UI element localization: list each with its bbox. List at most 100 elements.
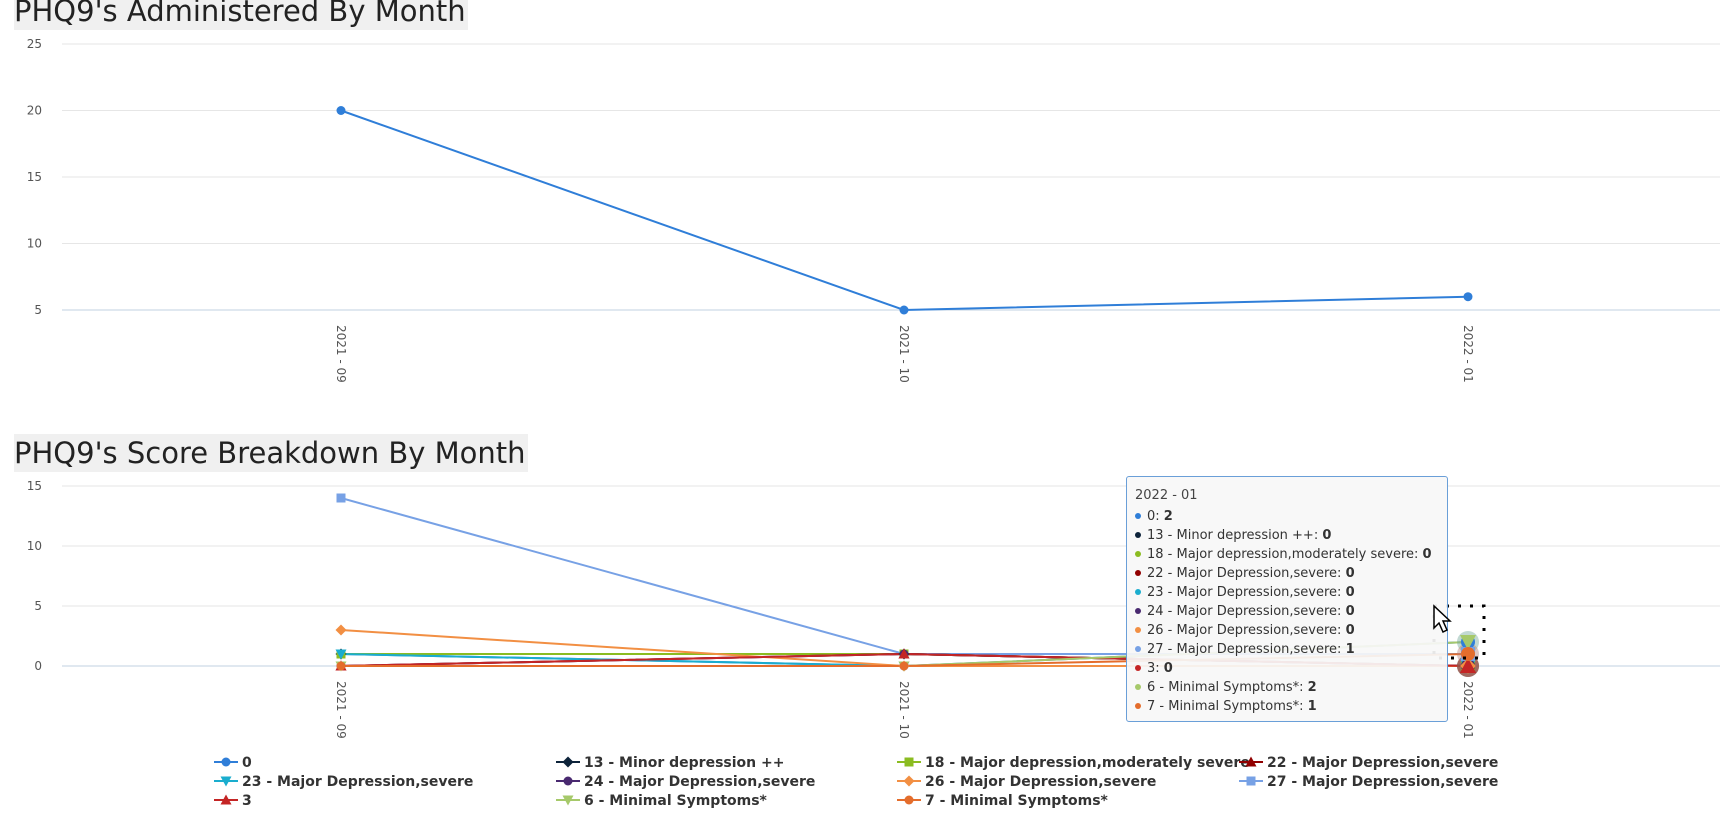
legend-label: 26 - Major Depression,severe — [925, 774, 1156, 790]
legend-marker — [904, 757, 914, 767]
tooltip-row: 26 - Major Depression,severe: 0 — [1135, 621, 1439, 640]
tooltip-series-label: 27 - Major Depression,severe: — [1147, 642, 1346, 657]
tooltip-series-value: 2 — [1307, 680, 1317, 695]
tooltip-series-value: 1 — [1307, 699, 1317, 714]
hover-point-8 — [1460, 658, 1476, 673]
tooltip-series-label: 13 - Minor depression ++: — [1147, 528, 1323, 543]
tooltip-series-dot — [1135, 683, 1141, 690]
legend-label: 7 - Minimal Symptoms* — [925, 793, 1109, 809]
legend-item-8[interactable]: 3 — [214, 793, 252, 809]
hover-markers — [1432, 604, 1486, 677]
legend-item-7[interactable]: 27 - Major Depression,severe — [1239, 774, 1498, 790]
tooltip-series-dot — [1135, 512, 1141, 519]
tooltip-series-dot — [1135, 702, 1141, 709]
tooltip-row: 6 - Minimal Symptoms*: 2 — [1135, 678, 1439, 697]
tooltip-series-label: 22 - Major Depression,severe: — [1147, 566, 1346, 581]
y-tick-label: 0 — [34, 659, 42, 673]
tooltip-series-dot — [1135, 664, 1141, 671]
tooltip-row: 13 - Minor depression ++: 0 — [1135, 526, 1439, 545]
tooltip-series-value: 0 — [1345, 604, 1355, 619]
data-point-7-0 — [336, 493, 346, 503]
legend-label: 24 - Major Depression,severe — [584, 774, 815, 790]
tooltip-series-value: 2 — [1163, 509, 1173, 524]
x-tick-label: 2021 - 09 — [334, 325, 348, 383]
legend-label: 13 - Minor depression ++ — [584, 755, 784, 771]
legend-label: 23 - Major Depression,severe — [242, 774, 473, 790]
y-tick-label: 15 — [27, 479, 42, 493]
mouse-cursor-icon — [1433, 604, 1452, 634]
legend: 0 13 - Minor depression ++ 18 - Major depr… — [214, 755, 1498, 809]
tooltip-series-value: 0 — [1422, 547, 1432, 562]
legend-item-5[interactable]: 24 - Major Depression,severe — [556, 774, 815, 790]
tooltip-series-dot — [1135, 550, 1141, 557]
tooltip-series-value: 1 — [1345, 642, 1355, 657]
tooltip-series-label: 3: — [1147, 661, 1164, 676]
tooltip-row: 7 - Minimal Symptoms*: 1 — [1135, 697, 1439, 716]
chart-tooltip: 2022 - 01 0: 2 13 - Minor depression ++: … — [1126, 476, 1448, 722]
data-point-0-1 — [899, 305, 909, 315]
legend-item-10[interactable]: 7 - Minimal Symptoms* — [897, 793, 1109, 809]
data-point-0-0 — [336, 106, 346, 115]
tooltip-series-dot — [1135, 569, 1141, 576]
legend-marker — [221, 757, 231, 767]
data-point-4-0 — [335, 649, 347, 660]
legend-marker — [220, 776, 232, 787]
x-tick-label: 2021 - 10 — [897, 681, 911, 739]
tooltip-series-value: 0 — [1322, 528, 1332, 543]
chart-title-score-breakdown: PHQ9's Score Breakdown By Month — [14, 434, 528, 472]
data-point-10-1 — [899, 661, 909, 671]
data-point-0-2 — [1463, 292, 1473, 302]
tooltip-row: 3: 0 — [1135, 659, 1439, 678]
legend-item-4[interactable]: 23 - Major Depression,severe — [214, 774, 473, 790]
legend-label: 27 - Major Depression,severe — [1267, 774, 1498, 790]
legend-marker — [903, 775, 915, 787]
tooltip-series-dot — [1135, 588, 1141, 595]
x-tick-label: 2022 - 01 — [1461, 325, 1475, 383]
tooltip-row: 18 - Major depression,moderately severe:… — [1135, 545, 1439, 564]
legend-marker — [1246, 776, 1256, 786]
legend-label: 6 - Minimal Symptoms* — [584, 793, 768, 809]
legend-marker — [220, 794, 232, 805]
tooltip-series-label: 24 - Major Depression,severe: — [1147, 604, 1346, 619]
tooltip-row: 22 - Major Depression,severe: 0 — [1135, 564, 1439, 583]
tooltip-series-label: 26 - Major Depression,severe: — [1147, 623, 1346, 638]
tooltip-series-label: 6 - Minimal Symptoms*: — [1147, 680, 1308, 695]
legend-item-2[interactable]: 18 - Major depression,moderately severe — [897, 755, 1250, 771]
tooltip-rows: 0: 2 13 - Minor depression ++: 0 18 - Majo… — [1135, 507, 1439, 716]
legend-item-1[interactable]: 13 - Minor depression ++ — [556, 755, 784, 771]
tooltip-header: 2022 - 01 — [1135, 488, 1198, 503]
selection-outline — [1432, 604, 1486, 660]
data-point-10-0 — [336, 661, 346, 671]
legend-item-3[interactable]: 22 - Major Depression,severe — [1239, 755, 1498, 771]
tooltip-row: 27 - Major Depression,severe: 1 — [1135, 640, 1439, 659]
legend-item-9[interactable]: 6 - Minimal Symptoms* — [556, 793, 768, 809]
tooltip-series-value: 0 — [1163, 661, 1173, 676]
legend-marker — [563, 776, 573, 786]
y-tick-label: 10 — [27, 539, 42, 553]
tooltip-series-label: 0: — [1147, 509, 1164, 524]
data-point-8-1 — [898, 648, 910, 659]
legend-marker — [562, 756, 574, 768]
chart-0: 5 10 15 20 25 2021 - 09 2021 - 10 2022 - 01 — [27, 37, 1720, 383]
legend-marker — [904, 795, 914, 805]
y-tick-label: 20 — [27, 104, 42, 118]
y-tick-label: 15 — [27, 170, 42, 184]
data-point-6-0 — [335, 624, 347, 636]
tooltip-series-value: 0 — [1345, 585, 1355, 600]
y-tick-label: 10 — [27, 237, 42, 251]
tooltip-series-label: 7 - Minimal Symptoms*: — [1147, 699, 1308, 714]
legend-item-0[interactable]: 0 — [214, 755, 252, 771]
legend-label: 3 — [242, 793, 252, 809]
hover-point-9 — [1460, 635, 1476, 650]
tooltip-row: 0: 2 — [1135, 507, 1439, 526]
tooltip-row: 24 - Major Depression,severe: 0 — [1135, 602, 1439, 621]
tooltip-row: 23 - Major Depression,severe: 0 — [1135, 583, 1439, 602]
tooltip-series-dot — [1135, 626, 1141, 633]
legend-item-6[interactable]: 26 - Major Depression,severe — [897, 774, 1156, 790]
x-tick-label: 2021 - 10 — [897, 325, 911, 383]
legend-label: 18 - Major depression,moderately severe — [925, 755, 1250, 771]
tooltip-series-label: 23 - Major Depression,severe: — [1147, 585, 1346, 600]
tooltip-series-value: 0 — [1345, 623, 1355, 638]
